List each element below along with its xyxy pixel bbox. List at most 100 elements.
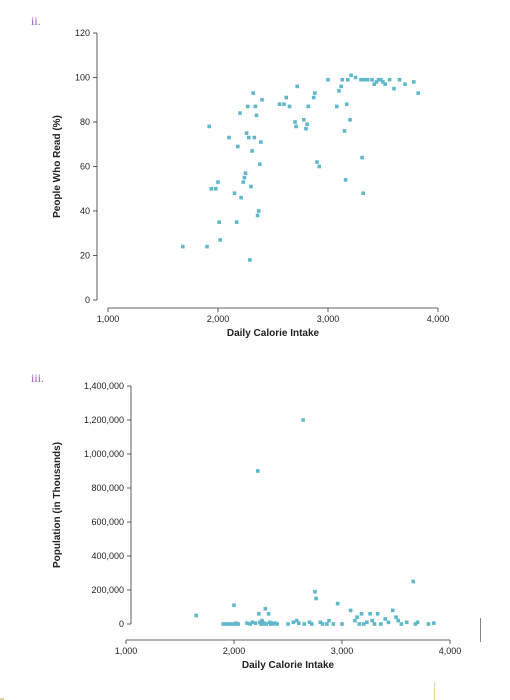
scatter-point — [259, 140, 263, 144]
scatter-point — [372, 82, 376, 86]
scatter-point — [327, 618, 331, 623]
scatter-chart-reading: 0 20 40 60 80 100 120 1,000 2,000 3,000 4,000 Daily… — [52, 28, 450, 339]
scatter-point — [325, 622, 329, 626]
y-tick-label: 0 — [85, 295, 90, 305]
scatter-point — [390, 608, 395, 613]
scatter-point — [399, 622, 404, 626]
x-tick-label: 4,000 — [427, 314, 450, 324]
y-tick-label: 1,400,000 — [84, 381, 124, 391]
scatter-point — [247, 135, 251, 140]
scatter-point — [426, 622, 431, 626]
scatter-point — [315, 160, 319, 164]
scatter-point — [412, 80, 416, 84]
scatter-point — [253, 621, 258, 625]
scatter-point — [282, 102, 286, 106]
frame-edge-right — [434, 682, 435, 700]
y-tick-label: 100 — [75, 73, 90, 83]
scatter-point — [343, 178, 348, 182]
y-tick-label: 400,000 — [91, 551, 124, 561]
scatter-point — [245, 621, 249, 625]
y-tick-label: 1,200,000 — [84, 415, 124, 425]
scatter-point — [317, 164, 321, 169]
scatter-point — [335, 104, 339, 109]
y-tick-label: 600,000 — [91, 517, 124, 527]
scatter-point — [313, 91, 317, 95]
x-tick-label: 3,000 — [331, 646, 354, 656]
scatter-point — [340, 622, 344, 626]
scatter-point — [305, 122, 309, 127]
scatter-point — [243, 171, 248, 175]
scatter-point — [355, 615, 359, 619]
scatter-point — [216, 180, 220, 184]
scatter-point — [248, 258, 252, 262]
x-tick-label: 4,000 — [439, 646, 462, 656]
scatter-point — [218, 238, 222, 242]
scatter-point — [379, 622, 383, 626]
scatter-point — [275, 622, 279, 626]
scatter-point — [264, 622, 269, 626]
scatter-point — [415, 620, 420, 625]
scatter-point — [226, 622, 231, 626]
scatter-point — [194, 613, 198, 618]
y-tick-label: 800,000 — [91, 483, 124, 493]
scatter-point — [396, 618, 400, 623]
scatter-point — [234, 220, 239, 224]
scatter-point — [294, 618, 299, 623]
scatter-point — [244, 131, 249, 135]
y-tick-label: 40 — [80, 206, 90, 216]
scatter-point — [374, 80, 379, 84]
scatter-point — [383, 82, 387, 86]
scatter-point — [250, 620, 255, 625]
scatter-point — [181, 244, 185, 249]
scatter-point — [339, 84, 343, 89]
x-tick-label: 1,000 — [97, 314, 120, 324]
scatter-point — [318, 620, 323, 625]
scatter-point — [302, 117, 306, 122]
scatter-point — [307, 620, 312, 625]
y-tick-label: 60 — [80, 162, 90, 172]
scatter-point — [392, 86, 396, 91]
scatter-point — [372, 622, 377, 626]
scatter-point — [258, 162, 262, 167]
scatter-point — [311, 95, 316, 100]
scatter-point — [232, 603, 236, 608]
x-tick-label: 2,000 — [207, 314, 230, 324]
scatter-point — [260, 618, 264, 623]
scatter-point — [370, 618, 375, 623]
scatter-point — [205, 244, 209, 249]
scatter-point — [294, 124, 298, 129]
y-tick-label: 0 — [119, 619, 124, 629]
scatter-point — [309, 622, 314, 626]
scatter-point — [383, 617, 387, 621]
scatter-point — [252, 135, 257, 140]
scatter-point — [256, 209, 261, 213]
scatter-point — [227, 135, 231, 140]
scatter-point — [348, 117, 352, 122]
scatter-point — [313, 589, 317, 594]
scatter-point — [342, 129, 347, 133]
scatter-point — [376, 77, 381, 82]
scatter-point — [302, 622, 306, 626]
scatter-point — [238, 111, 242, 115]
scatter-point — [320, 622, 325, 626]
y-tick-label: 120 — [75, 28, 90, 38]
scatter-point — [249, 184, 253, 189]
scatter-point — [241, 180, 246, 184]
scatter-point — [209, 186, 214, 191]
scatter-point — [221, 622, 225, 626]
scatter-point — [224, 622, 229, 626]
scatter-point — [353, 618, 357, 623]
scatter-point — [361, 622, 366, 626]
x-axis-title: Daily Calorie Intake — [242, 660, 335, 671]
scatter-point — [248, 622, 252, 626]
scatter-point — [234, 621, 238, 625]
scatter-point — [331, 622, 336, 626]
scatter-point — [236, 144, 240, 149]
scatter-point — [379, 77, 383, 82]
scatter-point — [262, 621, 267, 625]
scatter-point — [255, 469, 260, 473]
scatter-point — [255, 213, 260, 218]
scatter-point — [326, 77, 330, 82]
scatter-point — [413, 622, 418, 626]
scatter-point — [251, 91, 255, 95]
